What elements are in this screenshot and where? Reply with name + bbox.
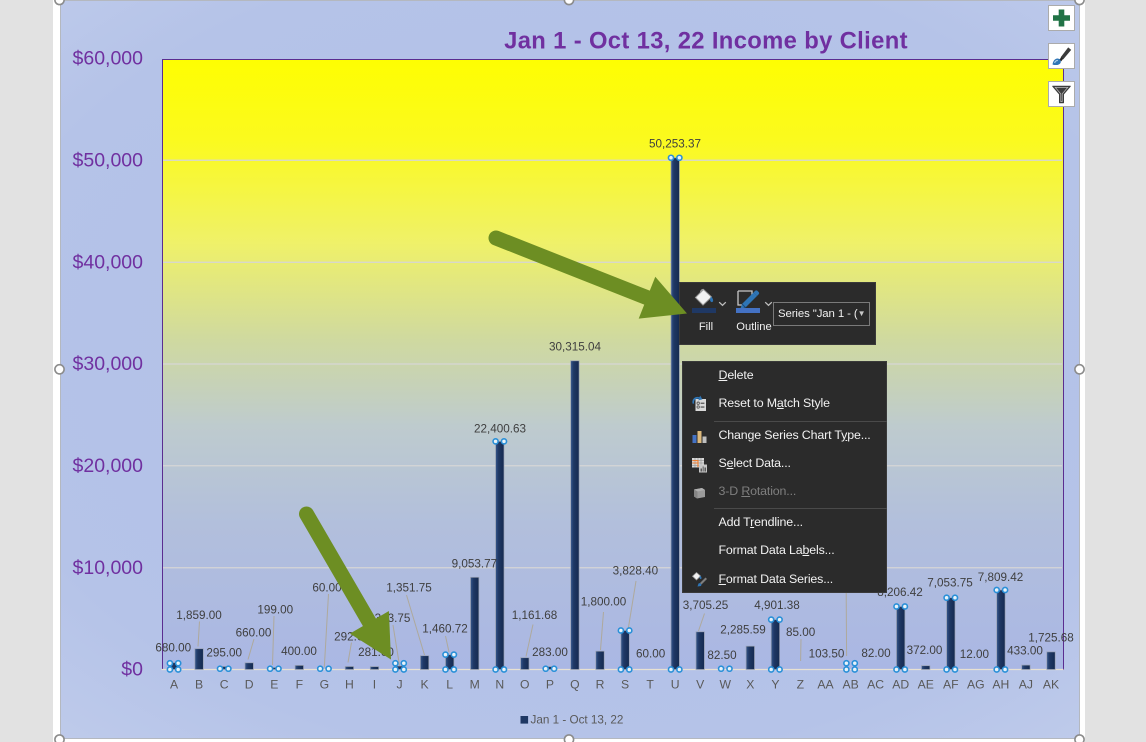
svg-text:$50,000: $50,000 — [73, 150, 144, 172]
svg-text:AG: AG — [967, 677, 985, 691]
svg-text:V: V — [696, 677, 705, 691]
svg-text:3,705.25: 3,705.25 — [683, 599, 729, 612]
svg-text:T: T — [646, 677, 654, 691]
svg-text:$0: $0 — [121, 659, 143, 681]
svg-text:AC: AC — [867, 677, 884, 691]
svg-text:1,859.00: 1,859.00 — [176, 609, 222, 622]
svg-text:AB: AB — [842, 677, 858, 691]
svg-text:$60,000: $60,000 — [73, 48, 144, 70]
svg-text:3,828.40: 3,828.40 — [613, 565, 659, 578]
svg-text:B: B — [195, 677, 203, 691]
svg-text:Y: Y — [771, 677, 779, 691]
svg-text:AD: AD — [892, 677, 909, 691]
svg-text:281.00: 281.00 — [358, 646, 394, 659]
svg-text:U: U — [671, 677, 680, 691]
svg-text:K: K — [421, 677, 429, 691]
svg-text:AF: AF — [943, 677, 959, 691]
svg-text:AE: AE — [918, 677, 934, 691]
svg-text:C: C — [220, 677, 229, 691]
svg-text:1,351.75: 1,351.75 — [386, 582, 432, 595]
svg-text:S: S — [621, 677, 629, 691]
svg-text:103.50: 103.50 — [809, 647, 845, 660]
svg-text:N: N — [495, 677, 504, 691]
svg-text:85.00: 85.00 — [786, 626, 816, 639]
svg-text:2,285.59: 2,285.59 — [720, 623, 766, 636]
svg-text:4,901.38: 4,901.38 — [754, 599, 800, 612]
svg-text:H: H — [345, 677, 354, 691]
svg-text:AH: AH — [992, 677, 1009, 691]
svg-text:82.00: 82.00 — [861, 647, 891, 660]
svg-text:Q: Q — [570, 677, 579, 691]
svg-text:$40,000: $40,000 — [73, 251, 144, 273]
svg-text:$20,000: $20,000 — [73, 455, 144, 477]
svg-text:Jan 1 - Oct 13, 22 Income by C: Jan 1 - Oct 13, 22 Income by Client — [504, 28, 908, 55]
svg-text:$10,000: $10,000 — [73, 557, 144, 579]
svg-text:400.00: 400.00 — [281, 645, 317, 658]
svg-text:660.00: 660.00 — [236, 627, 272, 640]
svg-text:Jan 1 - Oct 13, 22: Jan 1 - Oct 13, 22 — [531, 714, 624, 727]
svg-text:30,315.04: 30,315.04 — [549, 341, 601, 354]
svg-text:I: I — [373, 677, 376, 691]
svg-text:L: L — [446, 677, 453, 691]
svg-text:1,460.72: 1,460.72 — [422, 623, 468, 636]
svg-text:AJ: AJ — [1019, 677, 1033, 691]
svg-text:O: O — [520, 677, 529, 691]
svg-text:50,253.37: 50,253.37 — [649, 138, 701, 151]
svg-text:AA: AA — [817, 677, 834, 691]
svg-text:680.00: 680.00 — [155, 642, 191, 655]
svg-text:E: E — [270, 677, 278, 691]
svg-text:P: P — [546, 677, 554, 691]
svg-text:9,053.77: 9,053.77 — [452, 558, 498, 571]
svg-text:AK: AK — [1043, 677, 1059, 691]
svg-text:Z: Z — [797, 677, 805, 691]
svg-text:82.50: 82.50 — [707, 649, 737, 662]
svg-text:A: A — [170, 677, 179, 691]
svg-text:295.00: 295.00 — [206, 646, 242, 659]
svg-text:1,800.00: 1,800.00 — [581, 596, 627, 609]
svg-text:F: F — [296, 677, 303, 691]
svg-text:X: X — [746, 677, 754, 691]
svg-text:372.00: 372.00 — [907, 644, 943, 657]
svg-text:343.75: 343.75 — [375, 612, 411, 625]
svg-text:8,206.42: 8,206.42 — [877, 586, 923, 599]
svg-text:7,053.75: 7,053.75 — [927, 576, 973, 589]
svg-text:199.00: 199.00 — [257, 603, 293, 616]
svg-text:60.00: 60.00 — [312, 582, 342, 595]
svg-text:M: M — [470, 677, 480, 691]
svg-text:1,161.68: 1,161.68 — [512, 609, 558, 622]
svg-text:7,809.42: 7,809.42 — [978, 571, 1024, 584]
svg-text:R: R — [596, 677, 605, 691]
svg-text:G: G — [320, 677, 329, 691]
svg-text:283.00: 283.00 — [532, 646, 568, 659]
svg-text:60.00: 60.00 — [636, 647, 666, 660]
svg-text:$30,000: $30,000 — [73, 353, 144, 375]
svg-text:12.00: 12.00 — [960, 648, 990, 661]
svg-text:J: J — [397, 677, 403, 691]
svg-text:433.00: 433.00 — [1007, 645, 1043, 658]
svg-text:22,400.63: 22,400.63 — [474, 423, 526, 436]
svg-text:W: W — [720, 677, 732, 691]
svg-text:D: D — [245, 677, 254, 691]
svg-text:292.00: 292.00 — [334, 631, 370, 644]
svg-text:1,725.68: 1,725.68 — [1028, 632, 1074, 645]
